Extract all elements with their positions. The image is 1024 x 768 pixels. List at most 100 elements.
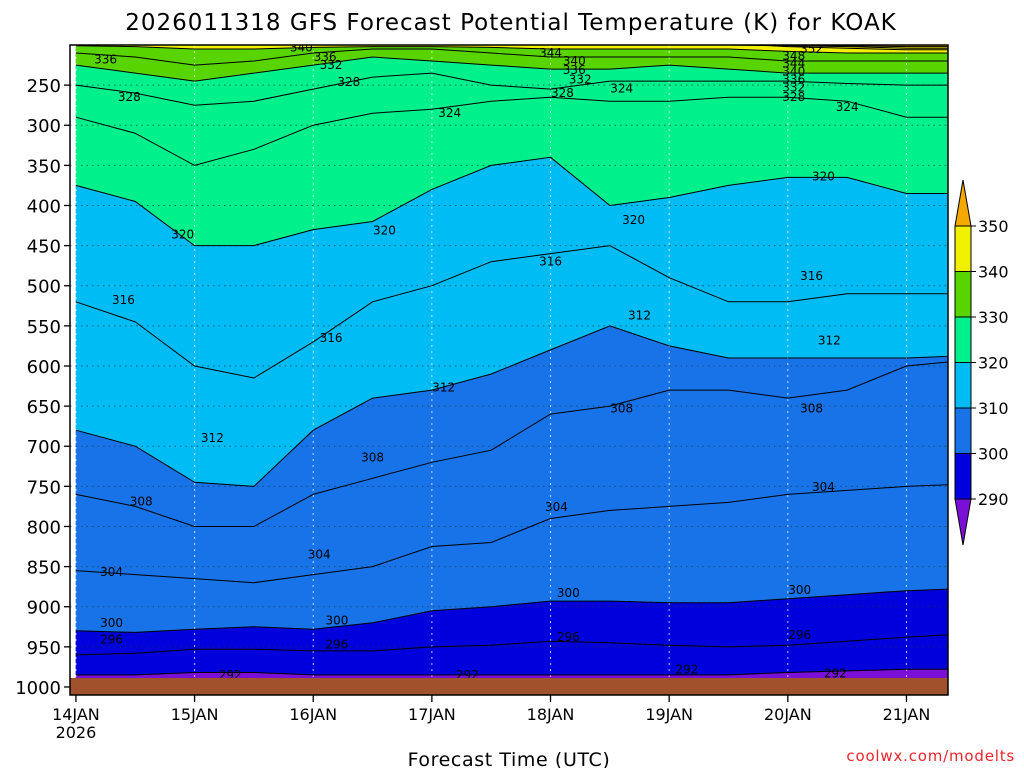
colorbar-label: 300 (978, 445, 1009, 464)
contour-line-348 (75, 45, 948, 49)
y-tick-label: 950 (27, 638, 61, 659)
contour-label: 296 (326, 637, 349, 651)
y-tick-label: 400 (27, 196, 61, 217)
contour-label: 296 (100, 633, 123, 647)
contour-line-292 (75, 668, 948, 676)
y-tick-label: 750 (27, 477, 61, 498)
contour-label: 300 (326, 613, 349, 627)
y-tick-label: 250 (27, 76, 61, 97)
y-tick-label: 350 (27, 156, 61, 177)
contour-label: 300 (788, 583, 811, 597)
contour-label: 336 (314, 50, 337, 64)
colorbar-band-320 (954, 316, 972, 363)
contour-label: 340 (563, 54, 586, 68)
contour-label: 296 (557, 630, 580, 644)
colorbar-label: 310 (978, 399, 1009, 418)
contour-label: 308 (361, 450, 384, 464)
x-tick-label: 16JAN (289, 705, 337, 724)
contour-line-340 (75, 45, 948, 54)
x-axis-label: Forecast Time (UTC) (408, 749, 611, 768)
contour-label: 312 (201, 431, 224, 445)
contour-label: 324 (836, 100, 859, 114)
contour-label: 320 (812, 170, 835, 184)
contour-line-336 (75, 48, 948, 66)
contour-label: 292 (676, 662, 699, 676)
y-tick-label: 850 (27, 558, 61, 579)
contour-fill-bands (75, 45, 948, 695)
contour-label: 308 (610, 402, 633, 416)
contour-label: 324 (610, 81, 633, 95)
contour-label: 300 (557, 586, 580, 600)
contour-label: 336 (563, 63, 586, 77)
contour-label: 300 (100, 616, 123, 630)
y-tick-label: 650 (27, 397, 61, 418)
contour-line-344 (75, 45, 948, 51)
colorbar-label: 330 (978, 308, 1009, 327)
contour-label: 304 (812, 480, 835, 494)
contour-label: 316 (539, 255, 562, 269)
contour-label: 304 (100, 565, 123, 579)
contour-line-328 (75, 72, 948, 106)
contour-line-304 (75, 484, 948, 584)
contour-line-312 (75, 325, 948, 487)
contour-label: 344 (782, 56, 805, 70)
x-tick-label: 18JAN (527, 705, 575, 724)
contour-label: 344 (539, 46, 562, 60)
contour-label: 340 (782, 64, 805, 78)
contour-line-300 (75, 588, 948, 633)
contour-line-296 (75, 634, 948, 656)
contour-label: 336 (94, 52, 117, 66)
contour-label: 308 (130, 495, 153, 509)
colorbar-band-330 (954, 271, 972, 318)
x-tick-label: 20JAN (764, 705, 812, 724)
colorbar-label: 350 (978, 217, 1009, 236)
y-tick-label: 450 (27, 237, 61, 258)
contour-label: 320 (622, 213, 645, 227)
contour-label: 352 (800, 42, 823, 56)
contour-label: 332 (782, 81, 805, 95)
colorbar-band-290 (954, 453, 972, 500)
contour-label: 324 (438, 106, 461, 120)
y-axis: 250 300 350 400 450 500 550 600 650 700 750 800 850 9… (15, 76, 70, 699)
contour-label: 308 (800, 402, 823, 416)
contour-label: 340 (290, 40, 313, 54)
x-tick-label: 17JAN (408, 705, 456, 724)
contour-label: 320 (171, 227, 194, 241)
x-tick-sublabel: 2026 (56, 723, 97, 742)
contour-label: 312 (818, 333, 841, 347)
contour-label: 316 (112, 293, 135, 307)
y-tick-label: 500 (27, 277, 61, 298)
contour-label: 296 (788, 628, 811, 642)
contour-label: 328 (782, 90, 805, 104)
y-tick-label: 900 (27, 598, 61, 619)
colorbar-under-arrow (954, 498, 972, 546)
contour-label: 304 (308, 548, 331, 562)
contour-label: 336 (782, 73, 805, 87)
colorbar: 350 340 330 320 310 300 290 (954, 179, 1009, 546)
colorbar-label: 320 (978, 354, 1009, 373)
colorbar-band-300 (954, 407, 972, 454)
contour-label: 312 (432, 381, 455, 395)
contour-label: 332 (320, 58, 343, 72)
x-tick-label: 15JAN (171, 705, 219, 724)
contour-label: 328 (118, 90, 141, 104)
y-tick-label: 600 (27, 357, 61, 378)
x-tick-label: 14JAN (52, 705, 100, 724)
y-tick-label: 300 (27, 116, 61, 137)
contour-label: 328 (337, 75, 360, 89)
credit-link[interactable]: coolwx.com/modelts (846, 747, 1015, 765)
contour-line-332 (75, 56, 948, 82)
contour-label: 304 (545, 500, 568, 514)
y-tick-label: 800 (27, 517, 61, 538)
contour-label: 316 (320, 331, 343, 345)
contour-label: 292 (824, 666, 847, 680)
contour-line-316 (75, 245, 948, 379)
x-tick-label: 21JAN (883, 705, 931, 724)
ground-surface (70, 678, 948, 695)
chart-title: 2026011318 GFS Forecast Potential Temper… (125, 10, 897, 36)
colorbar-band-340 (954, 225, 972, 272)
y-tick-label: 1000 (15, 678, 61, 699)
x-tick-label: 19JAN (645, 705, 693, 724)
